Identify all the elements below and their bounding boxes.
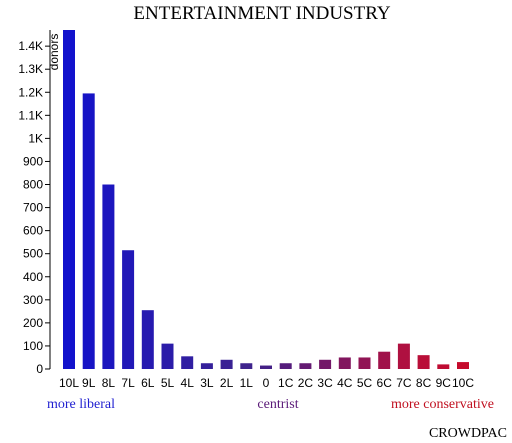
x-tick-label: 3C xyxy=(317,376,333,390)
centrist-label: centrist xyxy=(257,397,298,412)
x-ticks: 10L 9L 8L 7L 6L 5L 4L 3L 2L 1L 0 1C 2C 3C 4C 5C 6C 7C 8C 9C… xyxy=(59,376,474,390)
x-tick-label: 3L xyxy=(200,376,214,390)
bar-3C xyxy=(319,359,332,369)
y-tick-label: 1.3K xyxy=(18,62,43,76)
x-tick-label: 6C xyxy=(377,376,393,390)
bar-10L xyxy=(63,30,75,369)
x-tick-label: 10C xyxy=(452,376,474,390)
y-tick-label: 900 xyxy=(23,154,43,168)
x-tick-label: 2C xyxy=(298,376,314,390)
bar-10C xyxy=(457,362,469,369)
y-tick-label: 700 xyxy=(23,201,43,215)
bar-4C xyxy=(338,357,351,369)
bar-6C xyxy=(378,351,391,369)
more-liberal-label: more liberal xyxy=(47,397,115,412)
bar-7C xyxy=(397,343,410,369)
x-tick-label: 1C xyxy=(278,376,294,390)
x-tick-label: 5C xyxy=(357,376,373,390)
bar-8C xyxy=(417,355,430,369)
y-tick-label: 500 xyxy=(23,247,43,261)
y-tick-label: 800 xyxy=(23,178,43,192)
y-ticks: 0 100 200 300 400 500 600 700 800 900 1K 1.1K 1.2K 1.… xyxy=(18,39,50,376)
y-tick-label: 1.2K xyxy=(18,85,43,99)
bar-0 xyxy=(260,365,272,369)
x-tick-label: 2L xyxy=(220,376,234,390)
x-tick-label: 7L xyxy=(121,376,135,390)
y-tick-label: 1.4K xyxy=(18,39,43,53)
x-tick-label: 6L xyxy=(141,376,155,390)
bar-2L xyxy=(220,359,233,369)
bar-4L xyxy=(181,356,194,369)
y-tick-label: 200 xyxy=(23,316,43,330)
bar-9L xyxy=(82,93,95,369)
x-tick-label: 5L xyxy=(161,376,175,390)
x-tick-label: 0 xyxy=(263,376,270,390)
x-tick-label: 8C xyxy=(416,376,432,390)
bar-8L xyxy=(102,184,115,369)
x-tick-label: 4L xyxy=(181,376,195,390)
y-tick-label: 0 xyxy=(36,362,43,376)
y-tick-label: 600 xyxy=(23,224,43,238)
x-tick-label: 7C xyxy=(396,376,412,390)
crowdpac-logo: CROWDPAC xyxy=(429,426,507,441)
bar-5L xyxy=(161,343,174,369)
bar-9C xyxy=(437,364,450,369)
bar-2C xyxy=(299,363,312,369)
bar-1L xyxy=(240,363,253,369)
bar-1C xyxy=(279,363,292,369)
chart-title: ENTERTAINMENT INDUSTRY xyxy=(133,3,390,24)
bars xyxy=(63,30,469,369)
y-axis-label: donors xyxy=(47,34,61,71)
bar-5C xyxy=(358,357,371,369)
y-tick-label: 100 xyxy=(23,339,43,353)
bar-6L xyxy=(141,310,154,369)
x-tick-label: 4C xyxy=(337,376,353,390)
y-tick-label: 300 xyxy=(23,293,43,307)
x-tick-label: 9L xyxy=(82,376,96,390)
x-tick-label: 8L xyxy=(102,376,116,390)
more-conservative-label: more conservative xyxy=(391,397,494,412)
y-tick-label: 400 xyxy=(23,270,43,284)
y-tick-label: 1K xyxy=(28,131,43,145)
bar-7L xyxy=(122,250,135,369)
x-tick-label: 1L xyxy=(240,376,254,390)
x-tick-label: 10L xyxy=(59,376,79,390)
x-tick-label: 9C xyxy=(436,376,452,390)
y-tick-label: 1.1K xyxy=(18,108,43,122)
bar-3L xyxy=(200,363,213,369)
